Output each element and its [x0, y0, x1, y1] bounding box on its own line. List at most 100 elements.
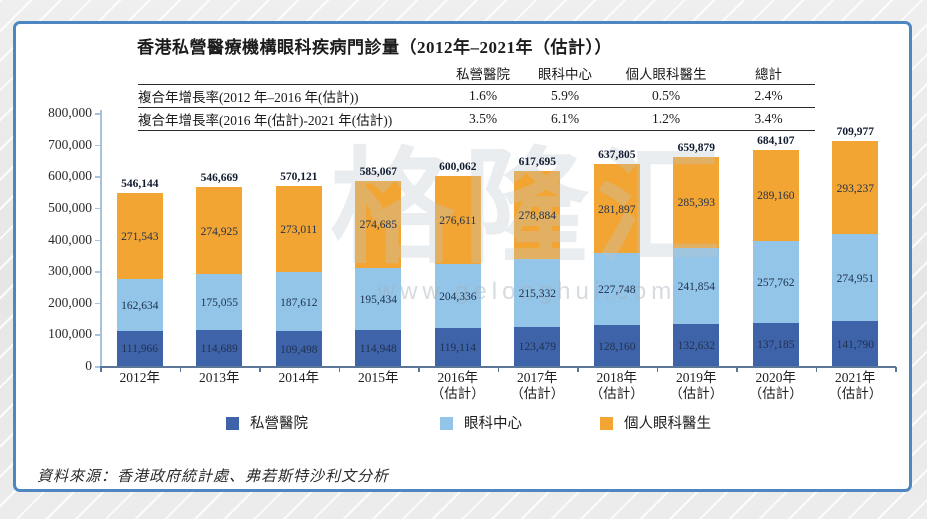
bar-segment [593, 164, 640, 254]
segment-value-label: 278,884 [518, 209, 556, 222]
legend-swatch-icon [440, 417, 453, 430]
segment-value-label: 285,393 [677, 197, 715, 210]
bar-segment [434, 328, 481, 366]
x-axis-tick [100, 367, 102, 372]
bar-segment [355, 180, 402, 268]
x-axis-label-line: 2021年 [835, 370, 876, 385]
segment-value-label: 141,790 [836, 338, 874, 351]
bar-2021年: 141,790 274,951 293,237 709,977 [832, 126, 879, 366]
bar-segment [514, 326, 561, 366]
bar-segment [196, 329, 243, 366]
segment-value-label: 114,948 [359, 342, 397, 355]
cagr-table-body: 複合年增長率(2012 年–2016 年(估計)) 1.6% 5.9% 0.5% 2.4… [138, 84, 815, 131]
x-axis-tick-label: 2021年 （估計） [815, 370, 895, 402]
bar-segment [196, 187, 243, 275]
cagr-value-cell: 0.5% [610, 84, 722, 108]
bar-segment [752, 241, 799, 323]
y-axis-tick [95, 239, 101, 241]
bar-segment [752, 322, 799, 366]
x-axis-tick-label: 2015年 [338, 370, 418, 386]
bar-segment [752, 149, 799, 242]
cagr-table: 私營醫院 眼科中心 個人眼科醫生 總計 複合年增長率(2012 年–2016 年(估計… [138, 62, 815, 131]
x-axis-label-line: 2013年 [199, 370, 240, 385]
x-axis-label-line: （估計） [669, 386, 724, 401]
cagr-value-cell: 1.6% [446, 84, 520, 108]
segment-value-label: 289,160 [757, 190, 795, 203]
y-axis-tick [95, 271, 101, 273]
segment-value-label: 276,611 [439, 214, 477, 227]
x-axis-tick-label: 2018年 （估計） [577, 370, 657, 402]
total-value-label: 637,805 [598, 149, 636, 162]
bar-2013年: 114,689 175,055 274,925 546,669 [196, 172, 243, 366]
bar-segment [832, 321, 879, 366]
segment-value-label: 187,612 [280, 296, 318, 309]
total-value-label: 684,107 [757, 134, 795, 147]
segment-value-label: 281,897 [598, 203, 636, 216]
x-axis-label-line: （估計） [828, 386, 883, 401]
x-axis-tick-label: 2017年 （估計） [497, 370, 577, 402]
bar-segment [275, 272, 322, 332]
bar-segment [355, 329, 402, 366]
y-axis-tick-label: 400,000 [48, 231, 92, 247]
bar-2017年: 123,479 215,332 278,884 617,695 [514, 156, 561, 366]
bar-segment [673, 247, 720, 325]
cagr-header-row: 私營醫院 眼科中心 個人眼科醫生 總計 [138, 62, 815, 85]
x-axis-line [100, 366, 896, 368]
x-axis-label-line: 2014年 [278, 370, 320, 385]
legend-item-2: 眼科中心 [440, 412, 522, 432]
segment-value-label: 241,854 [677, 280, 715, 293]
y-axis-tick [95, 113, 101, 115]
bar-segment [593, 253, 640, 326]
total-value-label: 617,695 [518, 155, 556, 168]
y-axis-tick-label: 200,000 [48, 294, 92, 310]
total-value-label: 585,067 [359, 165, 397, 178]
x-axis-label-line: （估計） [589, 386, 644, 401]
y-axis-tick [95, 144, 101, 147]
x-axis-label-line: 2015年 [358, 370, 399, 385]
x-axis-tick [815, 367, 817, 372]
bar-2015年: 114,948 195,434 274,685 585,067 [355, 166, 402, 366]
total-value-label: 546,669 [200, 172, 238, 185]
y-axis-tick-label: 600,000 [48, 168, 92, 184]
segment-value-label: 271,543 [121, 231, 159, 244]
bar-segment [275, 185, 322, 273]
x-axis-tick [179, 367, 181, 372]
bar-segment [355, 267, 402, 330]
cagr-row: 複合年增長率(2012 年–2016 年(估計)) 1.6% 5.9% 0.5% 2.4… [138, 84, 815, 108]
segment-value-label: 195,434 [359, 293, 397, 306]
total-value-label: 570,121 [280, 170, 318, 183]
cagr-header-cell: 個人眼科醫生 [610, 62, 722, 85]
cagr-value-cell: 6.1% [520, 107, 610, 131]
cagr-row-label: 複合年增長率(2012 年–2016 年(估計)) [138, 84, 446, 108]
cagr-value-cell: 2.4% [722, 84, 815, 108]
segment-value-label: 293,237 [836, 182, 874, 195]
segment-value-label: 137,185 [757, 339, 795, 352]
cagr-header-empty [138, 62, 446, 85]
total-value-label: 659,879 [677, 142, 715, 155]
y-axis-tick-label: 0 [85, 358, 92, 373]
y-axis-tick [95, 366, 101, 368]
segment-value-label: 257,762 [757, 276, 795, 289]
y-axis-tick-label: 700,000 [48, 136, 92, 152]
bar-segment [832, 234, 879, 322]
segment-value-label: 227,748 [598, 284, 636, 297]
cagr-header-cell: 私營醫院 [446, 62, 520, 85]
segment-value-label: 273,011 [280, 223, 318, 236]
bar-segment [832, 141, 879, 235]
source-note: 資料來源：香港政府統計處、弗若斯特沙利文分析 [37, 469, 390, 485]
bar-segment [434, 263, 481, 329]
y-axis-tick-label: 300,000 [48, 263, 92, 279]
x-axis-label-line: 2020年 [755, 370, 797, 385]
y-axis-tick [95, 334, 101, 336]
x-axis-tick-label: 2013年 [179, 370, 259, 386]
x-axis-tick-label: 2019年 （估計） [656, 370, 736, 402]
x-axis-label-line: 2019年 [676, 370, 717, 385]
cagr-value-cell: 5.9% [520, 84, 610, 108]
segment-value-label: 111,966 [121, 343, 159, 356]
bar-2018年: 128,160 227,748 281,897 637,805 [593, 149, 640, 366]
total-value-label: 546,144 [121, 178, 159, 191]
bar-segment [514, 258, 561, 327]
bar-segment [116, 330, 163, 366]
x-axis-tick-label: 2014年 [259, 370, 339, 386]
bar-segment [593, 325, 640, 366]
